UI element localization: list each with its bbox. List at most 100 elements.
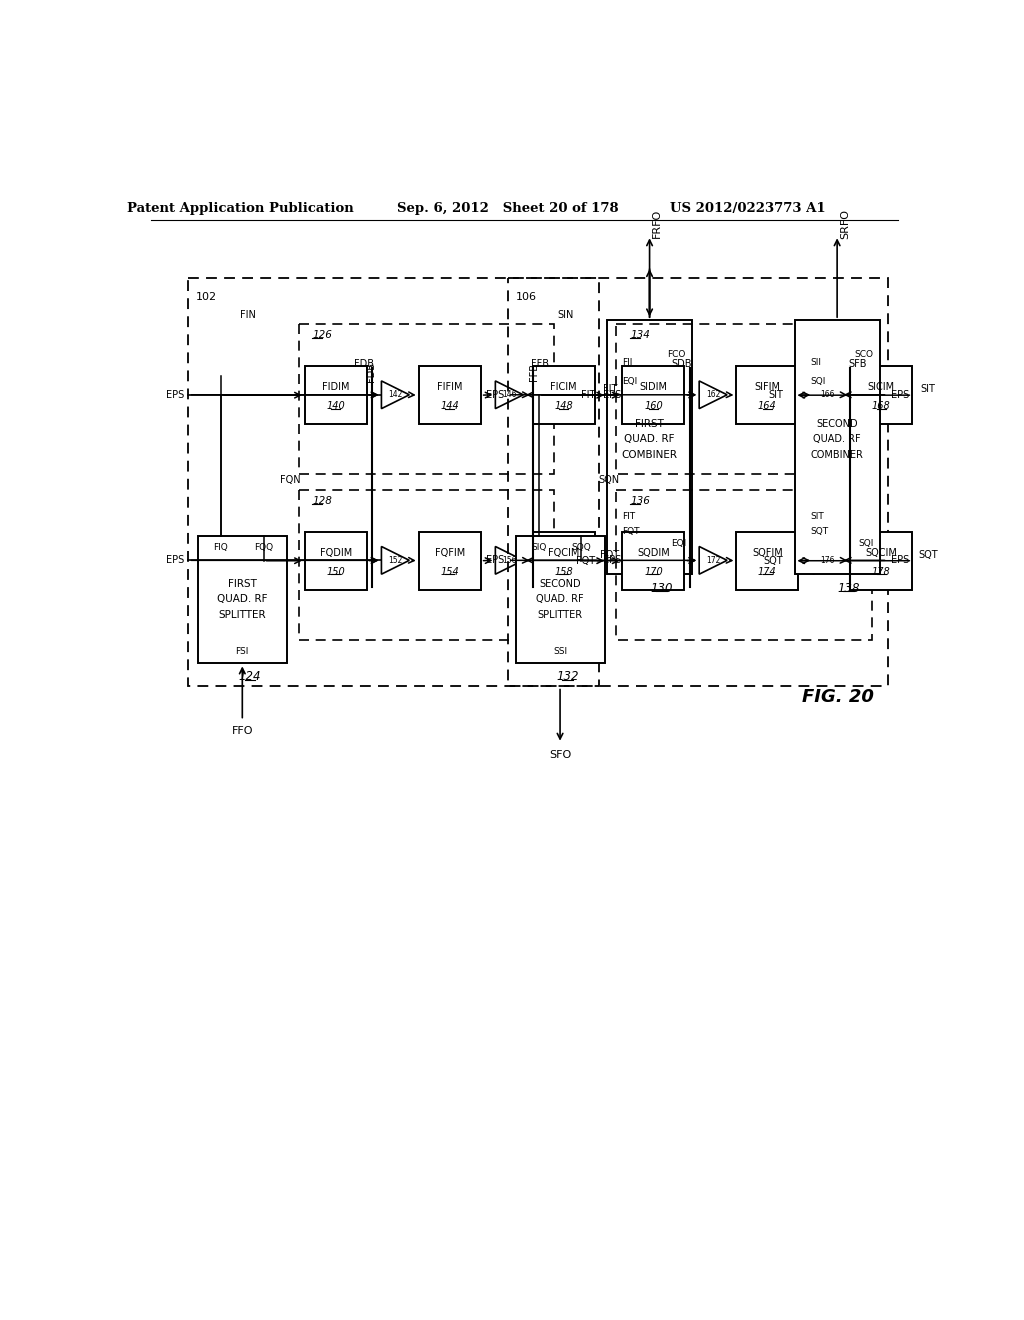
Text: SIT: SIT xyxy=(810,512,823,521)
Bar xyxy=(419,367,480,424)
Text: EQI: EQI xyxy=(671,539,686,548)
Text: SIFIM: SIFIM xyxy=(755,383,780,392)
Text: FFB: FFB xyxy=(529,363,539,380)
Text: FII: FII xyxy=(623,358,633,367)
Text: EPS: EPS xyxy=(603,556,622,565)
Text: EPS: EPS xyxy=(166,556,184,565)
Text: FQT: FQT xyxy=(623,528,640,536)
Text: 162: 162 xyxy=(706,391,720,399)
Text: EPS: EPS xyxy=(485,389,504,400)
Text: 170: 170 xyxy=(644,566,663,577)
Bar xyxy=(623,367,684,424)
Text: 168: 168 xyxy=(871,401,891,412)
Text: FIT: FIT xyxy=(581,391,595,400)
Text: FRFO: FRFO xyxy=(652,210,663,239)
Text: SQCIM: SQCIM xyxy=(865,548,897,558)
Text: SFO: SFO xyxy=(549,750,571,760)
Text: SPLITTER: SPLITTER xyxy=(538,610,583,619)
Text: 156: 156 xyxy=(502,556,516,565)
Text: SQN: SQN xyxy=(598,475,620,486)
Text: FSI: FSI xyxy=(236,647,249,656)
Text: 132: 132 xyxy=(557,671,579,684)
Text: 154: 154 xyxy=(440,566,459,577)
Text: 144: 144 xyxy=(440,401,459,412)
Text: FIQ: FIQ xyxy=(214,543,228,552)
Text: FIT: FIT xyxy=(623,512,636,521)
Text: FDB: FDB xyxy=(354,359,375,370)
Text: 150: 150 xyxy=(327,566,345,577)
Text: US 2012/0223773 A1: US 2012/0223773 A1 xyxy=(670,202,825,215)
Text: SPLITTER: SPLITTER xyxy=(218,610,266,619)
Text: FQCIM: FQCIM xyxy=(548,548,580,558)
Text: 106: 106 xyxy=(515,292,537,301)
Text: 126: 126 xyxy=(312,330,333,341)
Text: SIT: SIT xyxy=(921,384,935,393)
Text: SQQ: SQQ xyxy=(571,543,591,552)
Text: FQN: FQN xyxy=(281,475,301,486)
Bar xyxy=(850,532,912,590)
Text: FIG. 20: FIG. 20 xyxy=(802,689,874,706)
Text: EPS: EPS xyxy=(485,556,504,565)
Text: FQT: FQT xyxy=(600,549,620,560)
Text: FDB: FDB xyxy=(366,362,376,381)
Text: 148: 148 xyxy=(554,401,572,412)
Text: FIN: FIN xyxy=(241,310,256,319)
Text: FQDIM: FQDIM xyxy=(319,548,352,558)
Text: 152: 152 xyxy=(388,556,402,565)
Bar xyxy=(305,532,367,590)
Text: QUAD. RF: QUAD. RF xyxy=(537,594,584,605)
Text: 178: 178 xyxy=(871,566,891,577)
Text: FCO: FCO xyxy=(668,350,686,359)
Text: FIFIM: FIFIM xyxy=(437,383,463,392)
Polygon shape xyxy=(381,381,410,409)
Text: Sep. 6, 2012   Sheet 20 of 178: Sep. 6, 2012 Sheet 20 of 178 xyxy=(397,202,618,215)
Text: 164: 164 xyxy=(758,401,777,412)
Text: EPS: EPS xyxy=(166,389,184,400)
Text: QUAD. RF: QUAD. RF xyxy=(625,434,675,445)
Bar xyxy=(532,367,595,424)
Bar xyxy=(198,536,287,663)
Text: Patent Application Publication: Patent Application Publication xyxy=(127,202,353,215)
Text: SICIM: SICIM xyxy=(867,383,895,392)
Text: FIRST: FIRST xyxy=(635,418,664,429)
Text: 124: 124 xyxy=(239,671,261,684)
Text: 128: 128 xyxy=(312,496,333,506)
Bar xyxy=(299,490,554,640)
Bar xyxy=(616,323,872,474)
Text: FIRST: FIRST xyxy=(228,579,257,589)
Text: COMBINER: COMBINER xyxy=(622,450,678,459)
Text: SII: SII xyxy=(810,358,821,367)
Text: SIN: SIN xyxy=(558,310,574,319)
Text: 146: 146 xyxy=(502,391,516,399)
Text: 102: 102 xyxy=(197,292,217,301)
Text: FIT: FIT xyxy=(603,384,617,393)
Text: SFB: SFB xyxy=(849,359,867,370)
Text: 134: 134 xyxy=(630,330,650,341)
Text: FQQ: FQQ xyxy=(254,543,273,552)
Text: SIT: SIT xyxy=(768,391,783,400)
Bar xyxy=(607,321,692,574)
Polygon shape xyxy=(699,546,727,574)
Text: EPS: EPS xyxy=(891,389,909,400)
Polygon shape xyxy=(496,381,523,409)
Bar xyxy=(299,323,554,474)
Text: SQT: SQT xyxy=(918,549,938,560)
Text: 142: 142 xyxy=(388,391,402,399)
Bar xyxy=(515,536,604,663)
Text: FQT: FQT xyxy=(577,556,595,566)
Text: SQI: SQI xyxy=(858,539,873,548)
Text: EPS: EPS xyxy=(891,556,909,565)
Polygon shape xyxy=(496,546,523,574)
Text: FFB: FFB xyxy=(531,359,549,370)
Text: QUAD. RF: QUAD. RF xyxy=(813,434,861,445)
Polygon shape xyxy=(813,546,841,574)
Text: FFO: FFO xyxy=(231,726,253,735)
Text: EPS: EPS xyxy=(603,389,622,400)
Text: SQDIM: SQDIM xyxy=(637,548,670,558)
Text: SRFO: SRFO xyxy=(840,209,850,239)
Text: EQI: EQI xyxy=(623,378,638,387)
Text: 138: 138 xyxy=(838,582,860,595)
Bar xyxy=(532,532,595,590)
Bar xyxy=(188,277,599,686)
Text: SECOND: SECOND xyxy=(816,418,858,429)
